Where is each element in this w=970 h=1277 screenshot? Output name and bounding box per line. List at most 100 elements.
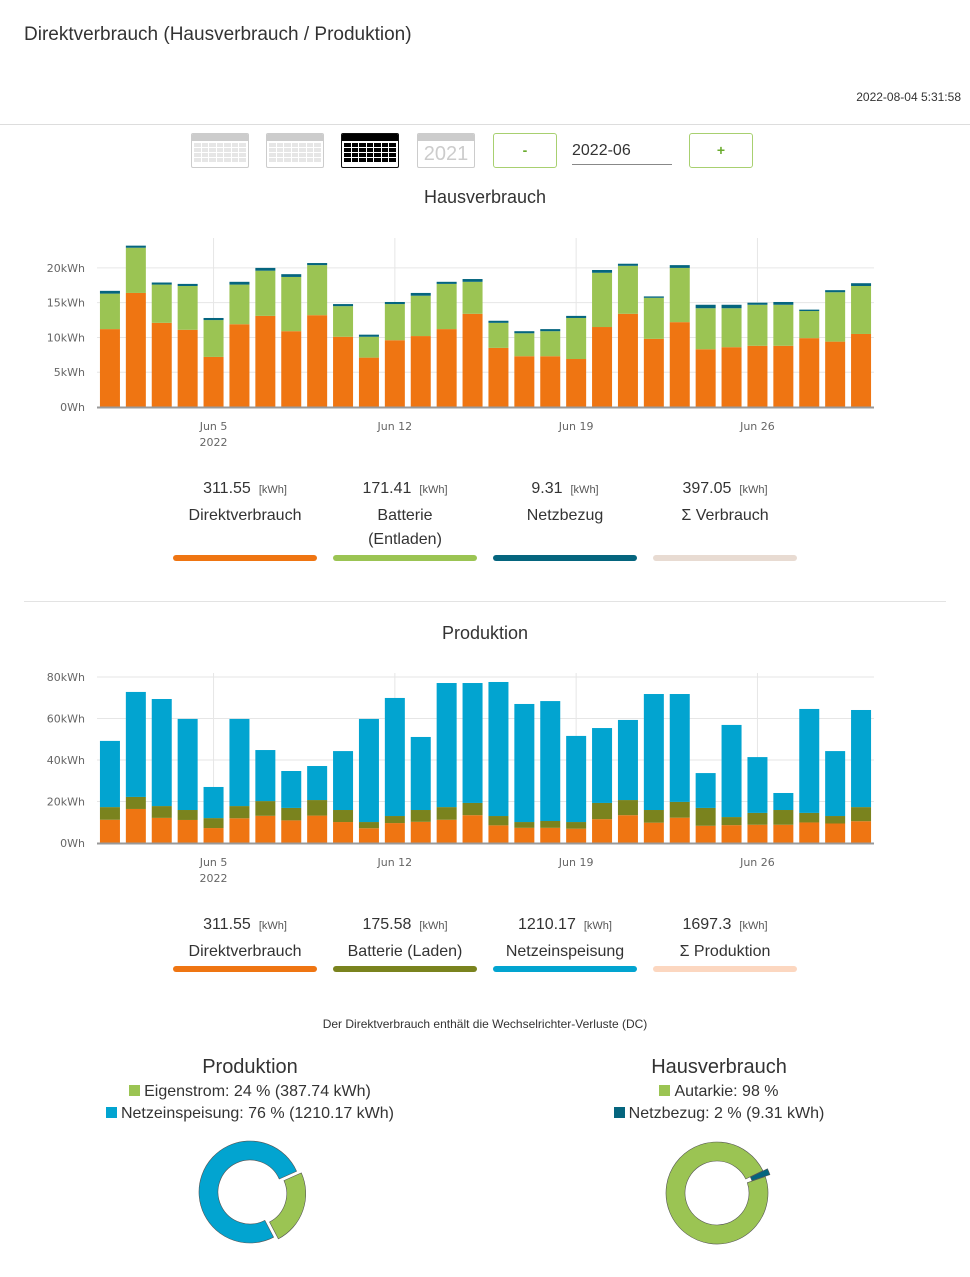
bar-netzeinspeisung-jun-8[interactable] xyxy=(281,770,302,808)
bar-batterie_laden-jun-19[interactable] xyxy=(566,822,587,829)
bar-netzbezug-jun-4[interactable] xyxy=(177,283,198,286)
legend-toggle-direkt[interactable] xyxy=(173,555,317,561)
bar-netzbezug-jun-28[interactable] xyxy=(799,309,820,312)
bar-netzeinspeisung-jun-10[interactable] xyxy=(333,751,354,811)
bar-direkt-jun-18[interactable] xyxy=(540,356,561,407)
bar-netzbezug-jun-29[interactable] xyxy=(825,290,846,293)
bar-direkt-jun-20[interactable] xyxy=(592,819,613,843)
legend-toggle-batterie_laden[interactable] xyxy=(333,966,477,972)
bar-direkt-jun-12[interactable] xyxy=(384,340,405,407)
bar-batterie_laden-jun-1[interactable] xyxy=(99,807,120,820)
bar-netzbezug-jun-23[interactable] xyxy=(669,265,690,268)
bar-batterie_entladen-jun-4[interactable] xyxy=(177,285,198,330)
bar-direkt-jun-29[interactable] xyxy=(825,823,846,843)
bar-direkt-jun-27[interactable] xyxy=(773,345,794,407)
week-view-button[interactable] xyxy=(266,133,324,168)
bar-batterie_entladen-jun-3[interactable] xyxy=(151,284,172,323)
bar-direkt-jun-1[interactable] xyxy=(99,329,120,407)
bar-netzbezug-jun-26[interactable] xyxy=(747,302,768,305)
bar-batterie_laden-jun-22[interactable] xyxy=(643,810,664,823)
bar-batterie_laden-jun-10[interactable] xyxy=(333,810,354,823)
bar-batterie_entladen-jun-10[interactable] xyxy=(333,306,354,337)
bar-direkt-jun-14[interactable] xyxy=(436,329,457,407)
bar-direkt-jun-10[interactable] xyxy=(333,336,354,407)
bar-batterie_laden-jun-25[interactable] xyxy=(721,817,742,826)
bar-direkt-jun-21[interactable] xyxy=(617,313,638,407)
bar-batterie_laden-jun-16[interactable] xyxy=(488,816,509,826)
bar-netzbezug-jun-10[interactable] xyxy=(333,304,354,307)
bar-netzeinspeisung-jun-21[interactable] xyxy=(617,719,638,801)
bar-batterie_entladen-jun-5[interactable] xyxy=(203,320,224,357)
bar-batterie_entladen-jun-1[interactable] xyxy=(99,293,120,330)
month-view-button[interactable] xyxy=(341,133,399,168)
legend-toggle-batterie_entladen[interactable] xyxy=(333,555,477,561)
bar-direkt-jun-26[interactable] xyxy=(747,824,768,843)
bar-batterie_laden-jun-7[interactable] xyxy=(255,801,276,816)
bar-direkt-jun-15[interactable] xyxy=(462,815,483,843)
bar-direkt-jun-29[interactable] xyxy=(825,341,846,407)
legend-toggle-verbrauch[interactable] xyxy=(653,555,797,561)
bar-direkt-jun-12[interactable] xyxy=(384,823,405,843)
bar-direkt-jun-20[interactable] xyxy=(592,327,613,407)
hausverbrauch-donut-slice-batterie_entladen[interactable] xyxy=(665,1141,769,1245)
bar-batterie_entladen-jun-26[interactable] xyxy=(747,304,768,346)
bar-batterie_entladen-jun-20[interactable] xyxy=(592,272,613,328)
bar-direkt-jun-2[interactable] xyxy=(125,292,146,407)
bar-direkt-jun-30[interactable] xyxy=(851,821,872,843)
bar-direkt-jun-22[interactable] xyxy=(643,822,664,843)
bar-direkt-jun-23[interactable] xyxy=(669,322,690,407)
bar-direkt-jun-3[interactable] xyxy=(151,322,172,407)
bar-batterie_entladen-jun-2[interactable] xyxy=(125,247,146,293)
bar-netzbezug-jun-8[interactable] xyxy=(281,274,302,277)
bar-netzeinspeisung-jun-18[interactable] xyxy=(540,701,561,822)
bar-batterie_laden-jun-21[interactable] xyxy=(617,800,638,816)
bar-netzeinspeisung-jun-29[interactable] xyxy=(825,751,846,817)
previous-month-button[interactable]: - xyxy=(493,133,557,168)
bar-direkt-jun-25[interactable] xyxy=(721,347,742,407)
bar-batterie_entladen-jun-15[interactable] xyxy=(462,281,483,314)
bar-direkt-jun-19[interactable] xyxy=(566,828,587,843)
legend-toggle-direkt[interactable] xyxy=(173,966,317,972)
bar-direkt-jun-11[interactable] xyxy=(358,357,379,407)
bar-netzeinspeisung-jun-5[interactable] xyxy=(203,786,224,819)
bar-netzbezug-jun-6[interactable] xyxy=(229,281,250,285)
bar-direkt-jun-5[interactable] xyxy=(203,356,224,407)
bar-batterie_laden-jun-24[interactable] xyxy=(695,807,716,826)
bar-netzeinspeisung-jun-27[interactable] xyxy=(773,792,794,811)
bar-direkt-jun-4[interactable] xyxy=(177,819,198,843)
bar-batterie_laden-jun-14[interactable] xyxy=(436,807,457,820)
bar-batterie_entladen-jun-21[interactable] xyxy=(617,265,638,314)
bar-batterie_entladen-jun-17[interactable] xyxy=(514,333,535,357)
bar-batterie_entladen-jun-22[interactable] xyxy=(643,297,664,339)
bar-batterie_laden-jun-15[interactable] xyxy=(462,802,483,816)
bar-direkt-jun-28[interactable] xyxy=(799,338,820,407)
bar-direkt-jun-11[interactable] xyxy=(358,828,379,843)
bar-batterie_entladen-jun-8[interactable] xyxy=(281,276,302,332)
bar-batterie_laden-jun-17[interactable] xyxy=(514,822,535,828)
bar-direkt-jun-10[interactable] xyxy=(333,822,354,843)
bar-direkt-jun-21[interactable] xyxy=(617,815,638,843)
bar-batterie_entladen-jun-27[interactable] xyxy=(773,304,794,346)
bar-batterie_entladen-jun-7[interactable] xyxy=(255,270,276,316)
bar-direkt-jun-7[interactable] xyxy=(255,315,276,407)
day-view-button[interactable] xyxy=(191,133,249,168)
bar-netzbezug-jun-7[interactable] xyxy=(255,267,276,271)
bar-netzeinspeisung-jun-22[interactable] xyxy=(643,694,664,811)
bar-direkt-jun-7[interactable] xyxy=(255,815,276,843)
legend-toggle-netzbezug[interactable] xyxy=(493,555,637,561)
bar-batterie_entladen-jun-12[interactable] xyxy=(384,304,405,341)
bar-batterie_laden-jun-6[interactable] xyxy=(229,806,250,819)
bar-netzeinspeisung-jun-19[interactable] xyxy=(566,735,587,823)
bar-batterie_laden-jun-29[interactable] xyxy=(825,816,846,824)
bar-netzeinspeisung-jun-9[interactable] xyxy=(307,766,328,801)
bar-netzeinspeisung-jun-12[interactable] xyxy=(384,697,405,817)
bar-batterie_entladen-jun-29[interactable] xyxy=(825,292,846,342)
bar-direkt-jun-22[interactable] xyxy=(643,338,664,407)
bar-direkt-jun-2[interactable] xyxy=(125,808,146,843)
bar-batterie_laden-jun-30[interactable] xyxy=(851,807,872,822)
bar-netzeinspeisung-jun-13[interactable] xyxy=(410,736,431,811)
bar-direkt-jun-16[interactable] xyxy=(488,825,509,843)
bar-batterie_laden-jun-12[interactable] xyxy=(384,816,405,824)
bar-batterie_laden-jun-18[interactable] xyxy=(540,821,561,828)
bar-batterie_entladen-jun-9[interactable] xyxy=(307,265,328,316)
